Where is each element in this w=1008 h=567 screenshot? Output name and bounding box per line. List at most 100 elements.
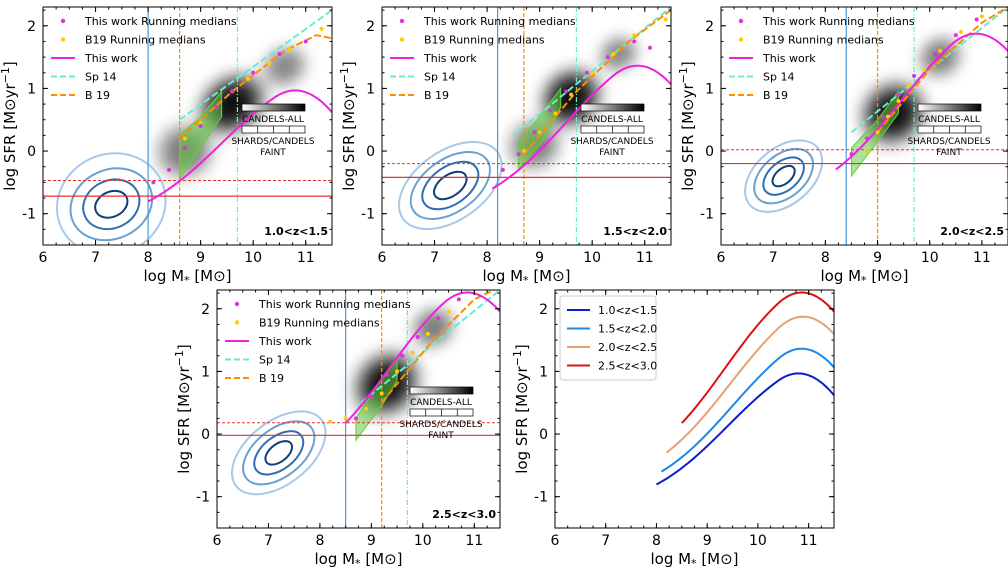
shards-candels-label: SHARDS/CANDELS: [570, 137, 653, 147]
this-work-median-point: [214, 105, 219, 110]
b19-median-point: [364, 407, 369, 411]
candels-all-label: CANDELS-ALL: [242, 115, 304, 125]
x-axis-label-unit: [M⊙]: [867, 267, 909, 285]
y-tick-label: -1: [196, 490, 210, 506]
legend-label-b19-medians: B19 Running medians: [763, 34, 884, 47]
this-work-median-point: [384, 372, 389, 377]
x-tick-label: 10: [921, 250, 939, 266]
b19-median-point: [632, 33, 637, 38]
y-axis-label-main: log SFR [M⊙yr: [513, 366, 531, 474]
plot-area: [655, 291, 834, 486]
candels-all-label: CANDELS-ALL: [410, 398, 472, 408]
x-tick-label: 8: [652, 533, 661, 549]
contour-level: [94, 189, 129, 219]
legend-marker: [60, 37, 66, 42]
x-axis-label-unit: [M⊙]: [190, 267, 232, 285]
b19-median-point: [590, 70, 595, 75]
legend-label-b19: B 19: [259, 372, 284, 385]
this-work-median-point: [436, 316, 441, 321]
y-tick-label: -1: [361, 207, 375, 223]
b19-median-point: [875, 130, 880, 135]
x-axis-label: log M* [M⊙]: [143, 267, 231, 287]
b19-median-point: [410, 350, 415, 355]
x-axis-label-sub: *: [184, 274, 190, 287]
legend-label-this-work: This work: [258, 335, 312, 348]
y-tick-label: 1: [201, 364, 210, 380]
this-work-median-point: [912, 73, 917, 78]
x-tick-label: 9: [196, 250, 205, 266]
b19-line: [523, 9, 671, 155]
this-work-median-point: [369, 394, 374, 399]
candels-colorbar: [409, 386, 474, 395]
x-axis-label-unit: [M⊙]: [529, 267, 571, 285]
panel-4: 6 7 8 9 10 11 -1 0 1 2 log M* [M⊙] log SFR [M⊙yr−1]…: [173, 289, 501, 567]
legend-label-this-work-medians: This work Running medians: [84, 15, 237, 28]
this-work-median-point: [953, 33, 958, 38]
x-tick-label: 10: [749, 533, 767, 549]
x-tick-label: 8: [483, 250, 492, 266]
contour-level: [69, 167, 154, 242]
summary-legend-label: 1.0<z<1.5: [598, 304, 657, 317]
density-blob: [405, 301, 461, 354]
y-tick-label: -1: [534, 490, 548, 506]
summary-series-line: [681, 291, 834, 424]
this-work-median-point: [251, 70, 256, 75]
plot-area: [721, 7, 1008, 245]
legend: This work Running medians B19 Running med…: [225, 298, 411, 385]
legend-marker: [399, 18, 405, 24]
plot-area: [382, 7, 671, 245]
b19-median-point: [569, 92, 574, 97]
x-tick-label: 11: [973, 250, 991, 266]
b19-median-point: [379, 391, 384, 396]
redshift-label: 2.5<z<3.0: [432, 508, 496, 521]
x-axis-label-sub: *: [355, 557, 361, 567]
legend-label-sp14: Sp 14: [424, 71, 455, 84]
x-tick-label: 8: [144, 250, 153, 266]
faint-label: FAINT: [936, 148, 962, 158]
b19-median-point: [343, 416, 348, 421]
panel-5: 6 7 8 9 10 11 -1 0 1 2 log M* [M⊙] log SFR [M⊙yr−1]…: [511, 289, 835, 567]
x-axis-label: log M* [M⊙]: [820, 267, 908, 287]
y-tick-label: 0: [27, 144, 36, 160]
this-work-median-point: [563, 89, 568, 94]
legend-marker: [234, 320, 240, 325]
this-work-median-point: [400, 353, 405, 358]
shards-candels-label: SHARDS/CANDELS: [399, 420, 482, 430]
this-work-median-point: [500, 167, 505, 172]
faint-label: FAINT: [428, 431, 454, 441]
x-tick-label: 8: [315, 533, 324, 549]
contour-level: [82, 178, 141, 231]
legend-label-b19: B 19: [85, 89, 110, 102]
this-work-median-point: [647, 45, 652, 50]
legend-label-this-work-medians: This work Running medians: [423, 15, 576, 28]
contour-level: [762, 156, 805, 196]
legend-label-this-work: This work: [762, 52, 816, 65]
x-axis-label: log M* [M⊙]: [482, 267, 570, 287]
summary-legend-box: [559, 295, 657, 381]
this-work-median-point: [880, 114, 885, 119]
x-axis-label: log M* [M⊙]: [650, 550, 738, 567]
this-work-median-point: [167, 167, 172, 172]
candels-colorbar: [580, 103, 645, 112]
summary-series-line: [655, 372, 834, 486]
y-axis-label-main: log SFR [M⊙yr: [1, 83, 19, 191]
candels-colorbar: [917, 103, 982, 112]
plot-area: [217, 290, 500, 528]
redshift-label: 2.0<z<2.5: [940, 225, 1004, 238]
summary-series-line: [660, 347, 834, 473]
y-tick-label: -1: [22, 207, 36, 223]
x-tick-label: 8: [821, 250, 830, 266]
b19-median-point: [425, 331, 430, 336]
this-work-median-point: [548, 108, 553, 113]
x-tick-label: 9: [367, 533, 376, 549]
y-axis-label: log SFR [M⊙yr−1]: [173, 344, 193, 473]
y-tick-label: 1: [539, 364, 548, 380]
this-work-median-point: [532, 130, 537, 135]
candels-all-label: CANDELS-ALL: [918, 115, 980, 125]
b19-median-point: [198, 120, 203, 125]
y-axis-label: log SFR [M⊙yr−1]: [0, 61, 19, 190]
b19-median-point: [245, 77, 250, 82]
panel-2: 6 7 8 9 10 11 -1 0 1 2 log M* [M⊙] log SFR [M⊙yr−1]…: [338, 6, 672, 287]
y-tick-label: 0: [201, 427, 210, 443]
this-work-median-point: [353, 416, 358, 421]
